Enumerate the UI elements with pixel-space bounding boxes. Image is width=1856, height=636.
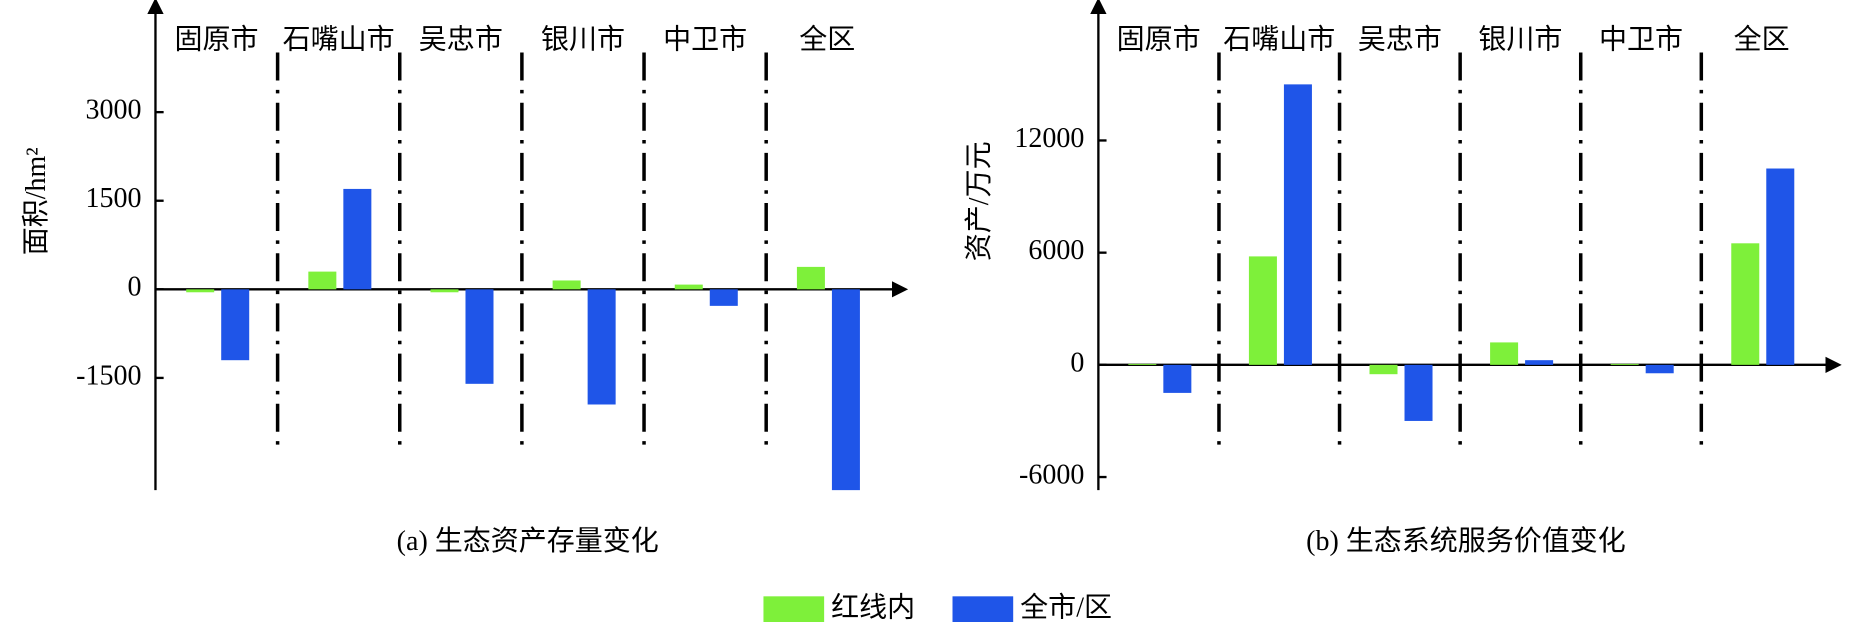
y-tick-label: -1500 [76,360,141,391]
y-tick-label: 6000 [1028,235,1084,266]
bar [796,266,825,290]
bar [465,289,494,384]
category-label: 石嘴山市 [1223,23,1335,55]
bar [1766,168,1795,365]
y-tick-label: 12000 [1014,123,1084,154]
bar [186,289,215,293]
y-tick-label: -6000 [1019,459,1084,490]
bar [1404,364,1433,421]
category-label: 中卫市 [663,23,747,55]
y-tick-label: 3000 [85,95,141,126]
y-axis-label: 面积/hm² [21,147,52,255]
category-label: 石嘴山市 [283,23,395,55]
bar [587,289,616,405]
category-label: 固原市 [1117,23,1201,55]
category-label: 全区 [799,23,855,55]
bar [1163,364,1192,393]
legend-swatch [763,596,825,622]
bar [1645,364,1674,374]
y-tick-label: 0 [1070,347,1084,378]
legend-label: 红线内 [831,592,915,624]
bar [1128,363,1157,365]
bar [1610,363,1639,365]
category-label: 吴忠市 [1358,23,1442,55]
category-label: 全区 [1734,23,1790,55]
category-label: 银川市 [541,23,625,55]
bar [1731,243,1760,365]
bar [709,289,738,306]
bar [1525,360,1554,365]
bar [1490,342,1519,365]
bar [1283,84,1312,365]
bar [1248,256,1277,365]
category-label: 银川市 [1478,23,1562,55]
category-label: 中卫市 [1599,23,1683,55]
bar [1369,364,1398,375]
chart-caption: (b) 生态系统服务价值变化 [1306,525,1626,557]
bar [674,284,703,290]
bar [308,271,337,290]
y-tick-label: 1500 [85,183,141,214]
category-label: 固原市 [175,23,259,55]
bar [430,289,459,293]
legend-label: 全市/区 [1020,592,1112,624]
bar [831,289,860,491]
bar [221,289,250,361]
category-label: 吴忠市 [419,23,503,55]
chart-caption: (a) 生态资产存量变化 [397,525,659,557]
bar [552,280,581,290]
bar [343,188,372,290]
legend-swatch [952,596,1014,622]
y-axis-label: 资产/万元 [963,141,995,261]
y-tick-label: 0 [127,272,141,303]
